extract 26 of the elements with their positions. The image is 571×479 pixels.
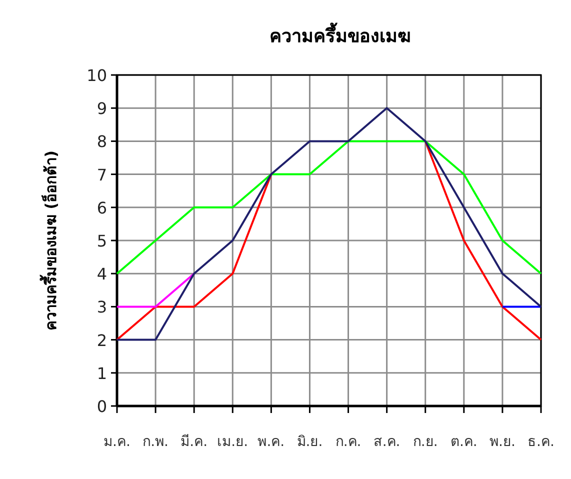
line-series [116, 140, 542, 275]
x-tick-label: พ.ค. [258, 434, 285, 450]
y-tick-label: 0 [96, 397, 107, 416]
y-tick-label: 6 [96, 198, 107, 218]
x-tick-label: ก.พ. [142, 434, 168, 450]
x-tick-label: ธ.ค. [528, 434, 554, 450]
y-tick-label: 2 [96, 330, 107, 350]
y-tick-label: 9 [96, 99, 107, 118]
y-tick-label: 5 [96, 232, 107, 250]
x-tick-label: มิ.ย. [296, 434, 323, 450]
y-axis-title: ความครึ้มของเมฆ (อ็อกต้า) [39, 150, 60, 330]
x-tick-label: พ.ย. [490, 434, 516, 450]
x-tick-label: เม.ย. [217, 434, 248, 450]
y-tick-label: 10 [86, 66, 107, 85]
x-tick-label: ต.ค. [450, 434, 478, 450]
y-tick-label: 8 [96, 132, 107, 152]
y-tick-label: 4 [96, 264, 107, 284]
x-tick-label: ส.ค. [373, 434, 400, 450]
y-tick-label: 1 [96, 364, 107, 383]
x-tick-label: ม.ค. [104, 434, 130, 450]
chart-title: ความครึ้มของเมฆ [270, 22, 410, 47]
x-tick-label: มี.ค. [180, 434, 208, 450]
y-tick-label: 3 [96, 298, 107, 317]
x-tick-label: ก.ค. [335, 434, 362, 450]
y-tick-label: 7 [96, 165, 107, 184]
x-tick-label: ก.ย. [412, 434, 438, 450]
